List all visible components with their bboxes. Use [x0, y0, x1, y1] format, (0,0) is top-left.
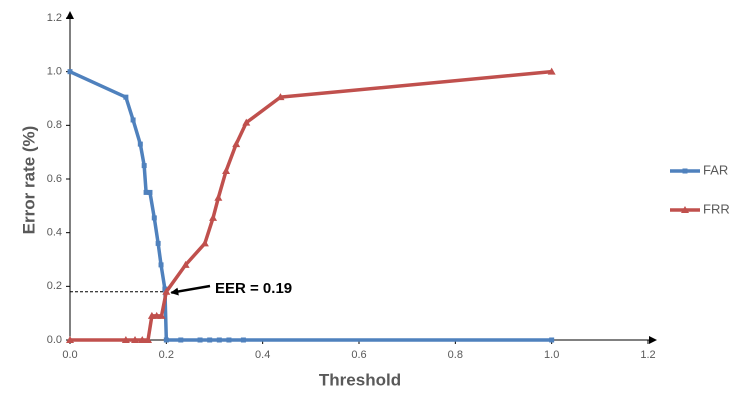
point	[209, 213, 218, 221]
legend-marker	[681, 206, 689, 213]
point	[130, 117, 136, 123]
y-tick-label: 1.0	[47, 66, 62, 78]
point	[137, 141, 143, 147]
y-tick-label: 0.0	[47, 334, 62, 346]
y-tick-label: 0.2	[47, 280, 62, 292]
point	[151, 215, 157, 221]
x-tick-label: 1.2	[640, 349, 655, 361]
point	[123, 94, 129, 100]
point	[158, 262, 164, 268]
x-tick-label: 1.0	[544, 349, 559, 361]
point	[144, 336, 153, 343]
point	[162, 287, 171, 295]
series-line	[69, 70, 552, 342]
point	[242, 118, 251, 126]
point	[197, 337, 203, 343]
x-tick-label: 0.0	[62, 349, 77, 361]
annotation-arrow	[170, 284, 211, 296]
point	[226, 337, 232, 343]
point	[141, 163, 147, 169]
point	[147, 189, 153, 195]
series-line	[70, 69, 552, 342]
point	[178, 337, 184, 343]
point	[214, 193, 223, 201]
point	[207, 337, 213, 343]
legend-label: FRR	[703, 201, 730, 216]
point	[200, 239, 209, 247]
x-axis-title: Threshold	[319, 370, 401, 389]
point	[155, 240, 161, 246]
point	[162, 286, 168, 292]
y-tick-label: 1.2	[47, 12, 62, 24]
point	[276, 93, 285, 101]
x-tick-label: 0.2	[159, 349, 174, 361]
point	[131, 336, 140, 343]
point	[157, 311, 166, 319]
legend-label: FAR	[703, 162, 728, 177]
point	[240, 337, 246, 343]
point	[181, 260, 190, 268]
y-tick-label: 0.6	[47, 173, 62, 185]
x-tick-label: 0.8	[448, 349, 463, 361]
point	[549, 337, 555, 343]
x-tick-label: 0.6	[351, 349, 366, 361]
annotation: EER = 0.19	[215, 280, 292, 297]
point	[216, 337, 222, 343]
legend-marker	[682, 168, 688, 174]
point	[66, 336, 74, 343]
x-tick-label: 0.4	[255, 349, 270, 361]
y-tick-label: 0.4	[47, 227, 62, 239]
point	[121, 336, 130, 343]
point	[67, 69, 73, 75]
point	[222, 166, 231, 174]
point	[232, 140, 241, 148]
point	[138, 336, 147, 343]
point	[547, 67, 556, 75]
point	[143, 189, 149, 195]
y-axis-title: Error rate (%)	[19, 126, 38, 235]
y-tick-label: 0.8	[47, 119, 62, 131]
point	[163, 337, 169, 343]
